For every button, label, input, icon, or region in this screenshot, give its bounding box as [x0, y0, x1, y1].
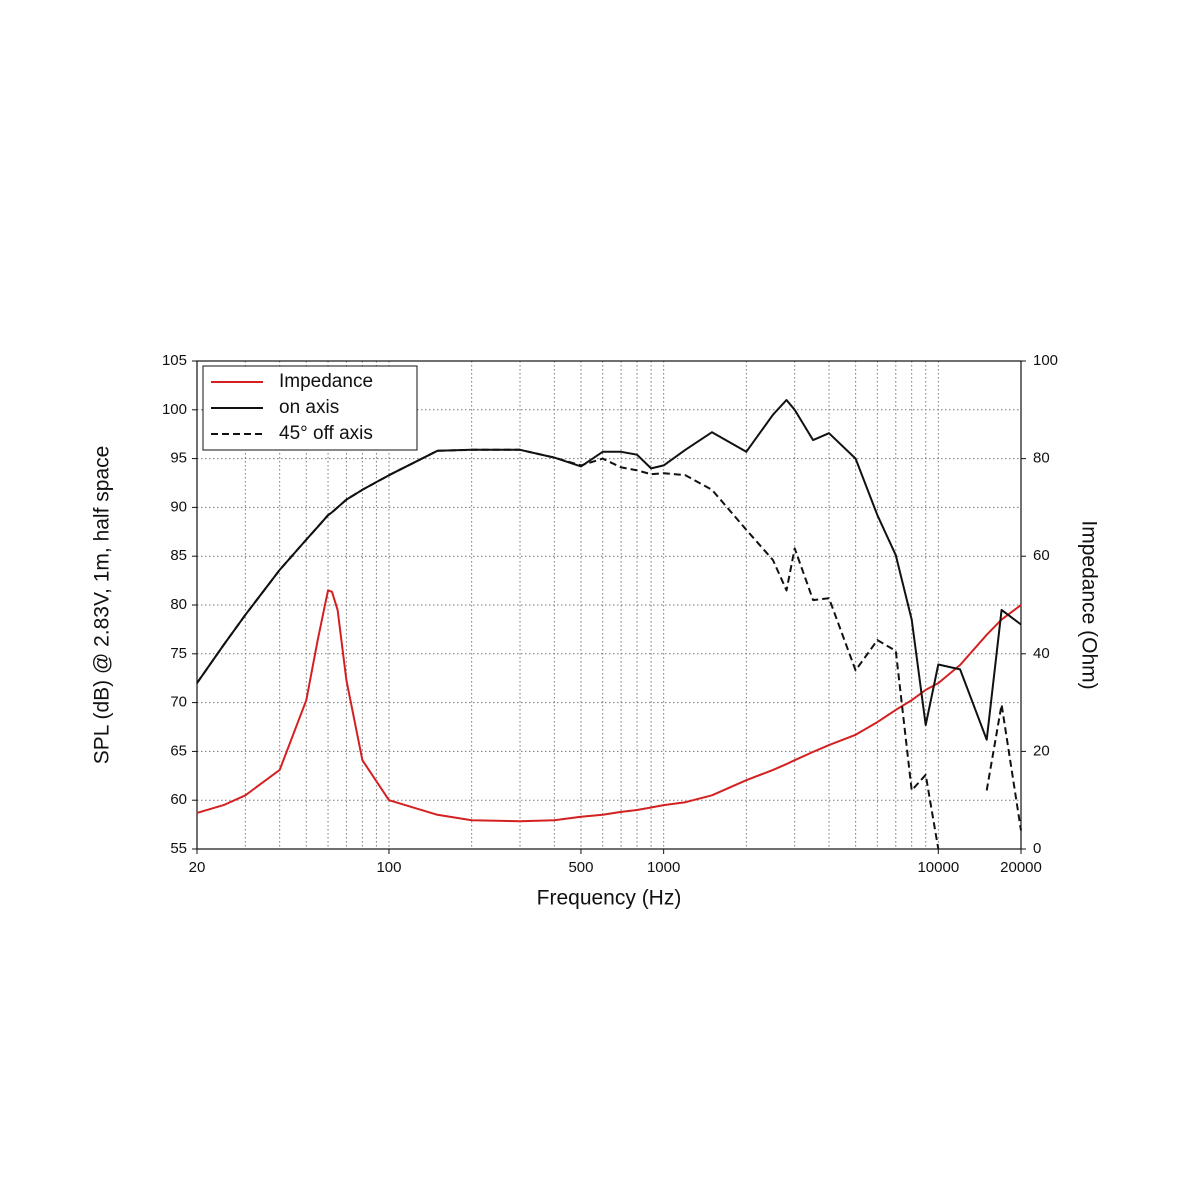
- y-tick-label: 100: [162, 401, 187, 418]
- y2-tick-label: 60: [1033, 547, 1050, 564]
- legend-text: on axis: [279, 397, 339, 418]
- y-tick-label: 85: [170, 547, 187, 564]
- y2-tick-label: 20: [1033, 742, 1050, 759]
- y-tick-label: 105: [162, 352, 187, 369]
- series-line: [196, 448, 1022, 850]
- series-line: [196, 399, 1022, 741]
- y2-axis-label: Impedance (Ohm): [1077, 520, 1100, 689]
- y-tick-label: 55: [170, 840, 187, 857]
- x-tick-label: 10000: [917, 859, 959, 876]
- legend-text: Impedance: [279, 371, 373, 392]
- y-tick-label: 90: [170, 498, 187, 515]
- x-tick-label: 20000: [1000, 859, 1042, 876]
- legend-text: 45° off axis: [279, 423, 373, 444]
- y2-tick-label: 100: [1033, 352, 1058, 369]
- x-tick-label: 100: [376, 859, 401, 876]
- y2-tick-label: 0: [1033, 840, 1041, 857]
- y-tick-label: 65: [170, 742, 187, 759]
- x-tick-label: 20: [189, 859, 206, 876]
- y2-tick-label: 40: [1033, 645, 1050, 662]
- y-tick-label: 80: [170, 596, 187, 613]
- y-axis-label: SPL (dB) @ 2.83V, 1m, half space: [91, 446, 114, 765]
- y-tick-label: 60: [170, 791, 187, 808]
- x-axis-label: Frequency (Hz): [537, 887, 682, 910]
- x-tick-label: 1000: [647, 859, 680, 876]
- y-tick-label: 95: [170, 450, 187, 467]
- y-tick-label: 75: [170, 645, 187, 662]
- series-line: [196, 589, 1022, 823]
- y2-tick-label: 80: [1033, 450, 1050, 467]
- x-tick-label: 500: [568, 859, 593, 876]
- y-tick-label: 70: [170, 694, 187, 711]
